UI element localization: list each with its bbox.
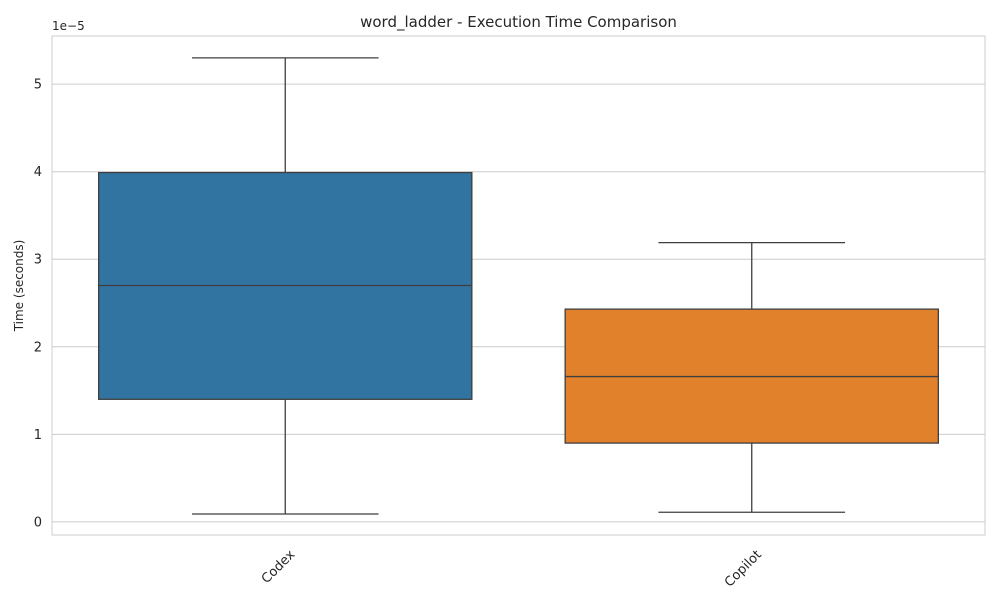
y-tick-label: 5 bbox=[34, 78, 42, 93]
box-series bbox=[98, 57, 940, 515]
y-tick-label: 4 bbox=[34, 165, 42, 180]
x-axis-ticks: Codex Copilot bbox=[259, 547, 765, 590]
y-tick-label: 0 bbox=[34, 515, 42, 530]
y-axis-label: Time (seconds) bbox=[12, 240, 26, 333]
plot-frame bbox=[51, 35, 986, 536]
y-axis-offset-label: 1e−5 bbox=[52, 19, 85, 33]
x-tick-label: Codex bbox=[259, 547, 299, 587]
x-tick-label: Copilot bbox=[722, 547, 765, 590]
box-codex bbox=[98, 57, 473, 515]
y-axis-ticks: 0 1 2 3 4 5 bbox=[34, 78, 42, 531]
box-copilot bbox=[564, 241, 940, 513]
y-tick-label: 3 bbox=[34, 253, 42, 268]
y-tick-label: 1 bbox=[34, 428, 42, 443]
y-tick-label: 2 bbox=[34, 340, 42, 355]
chart-title: word_ladder - Execution Time Comparison bbox=[360, 13, 677, 32]
